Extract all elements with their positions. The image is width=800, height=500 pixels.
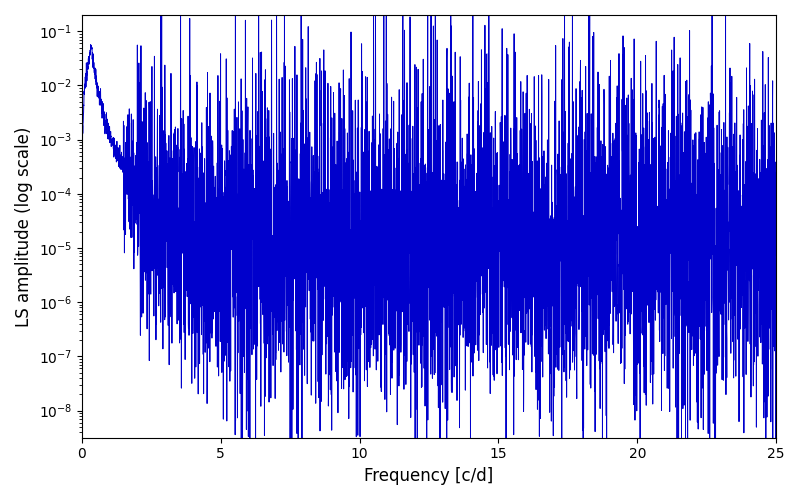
Y-axis label: LS amplitude (log scale): LS amplitude (log scale) (15, 126, 33, 326)
X-axis label: Frequency [c/d]: Frequency [c/d] (364, 467, 494, 485)
